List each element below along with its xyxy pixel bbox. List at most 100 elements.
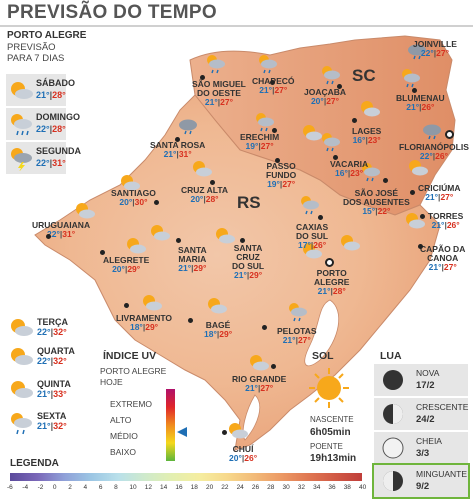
city-santiago: SANTIAGO 20°|30°: [111, 188, 156, 207]
marker-sao-miguel: [200, 75, 205, 80]
legend-tick: 38: [343, 484, 351, 491]
legend-tick: 10: [129, 484, 137, 491]
city-porto-alegre: PORTO ALEGRE 21°|28°: [314, 268, 350, 296]
city-torres: TORRES 21°|26°: [428, 211, 464, 230]
city-sao-jose-ausentes: SÃO JOSÉ DOS AUSENTES 15°|22°: [343, 188, 410, 216]
marker-santa-cruz: [240, 238, 245, 243]
city-alegrete: ALEGRETE 20°|29°: [103, 255, 150, 274]
city-caxias-do-sul: CAXIAS DO SUL 17°|26°: [296, 222, 329, 250]
sun-cloud-icon: [406, 157, 430, 184]
sun-cloud-icon: [8, 345, 34, 372]
lagoa-mirim: [242, 394, 261, 441]
marker-sao-jose: [383, 178, 388, 183]
uv-level-baixo: BAIXO: [110, 447, 136, 457]
marker-rio-grande: [271, 364, 276, 369]
location-city: PORTO ALEGRE: [7, 30, 87, 41]
header-divider: [0, 25, 473, 27]
marker-santiago: [154, 200, 159, 205]
sunset-label: POENTE: [310, 442, 343, 451]
legend-tick: 22: [221, 484, 229, 491]
marker-bage: [188, 318, 193, 323]
marker-chui: [222, 430, 227, 435]
city-erechim: ERECHIM 19°|27°: [240, 132, 280, 151]
day-row-quarta: QUARTA 22°|32°: [6, 345, 76, 367]
uv-title: ÍNDICE UV: [103, 350, 157, 362]
marker-caxias: [318, 215, 323, 220]
marker-blumenau: [412, 88, 417, 93]
header: PREVISÃO DO TEMPO: [0, 0, 473, 27]
day-label: SEXTA: [37, 411, 67, 421]
legend-tick: 36: [328, 484, 336, 491]
city-lages: LAGES 16°|23°: [352, 126, 382, 145]
sun-cloud-icon: [124, 235, 148, 262]
sun-cloud-icon: [73, 200, 97, 227]
marker-torres: [420, 214, 425, 219]
location-line1: PREVISÃO: [7, 42, 56, 53]
rain-icon: [285, 300, 309, 327]
uv-sub1: PORTO ALEGRE: [100, 366, 167, 376]
sun-cloud-icon: [148, 222, 172, 249]
day-label: SÁBADO: [36, 78, 76, 88]
moon-phase-date: 24/2: [416, 414, 435, 425]
legend-tick: 2: [68, 484, 72, 491]
legend-tick: 26: [251, 484, 260, 491]
rain-icon: [252, 110, 276, 137]
marker-criciuma: [410, 190, 415, 195]
city-vacaria: VACARIA 16°|23°: [330, 159, 369, 178]
sun-cloud-icon: [300, 240, 324, 267]
marker-erechim: [272, 128, 277, 133]
city-criciuma: CRICIÚMA 21°|27°: [418, 183, 461, 202]
city-santa-rosa: SANTA ROSA 21°|31°: [150, 140, 206, 159]
uv-level-extremo: EXTREMO: [110, 399, 153, 409]
city-cruz-alta: CRUZ ALTA 20°|28°: [181, 185, 229, 204]
sun-cloud-icon: [140, 292, 164, 319]
rain-sun-icon: [8, 410, 34, 441]
city-livramento: LIVRAMENTO 18°|29°: [116, 313, 173, 332]
marker-santa-maria: [176, 238, 181, 243]
sun-cloud-icon: [403, 210, 427, 237]
rain-icon: [358, 160, 382, 187]
marker-passo-fundo: [275, 158, 280, 163]
marker-livramento: [124, 303, 129, 308]
marker-cruz-alta: [210, 180, 215, 185]
marker-porto-alegre: [325, 258, 334, 267]
legend-tick: 14: [160, 484, 168, 491]
page-title: PREVISÃO DO TEMPO: [7, 2, 217, 23]
sun-cloud-icon: [226, 420, 250, 447]
sun-cloud-icon: [213, 225, 237, 252]
location-line2: PARA 7 DIAS: [7, 53, 65, 64]
rain-icon: [318, 130, 342, 157]
uv-scale: [166, 389, 187, 461]
storm-sun-icon: [8, 145, 34, 176]
marker-joacaba: [337, 84, 342, 89]
sun-cloud-icon: [190, 158, 214, 185]
city-santa-maria: SANTA MARIA 21°|29°: [178, 245, 207, 273]
day-label: SEGUNDA: [36, 146, 82, 156]
rain-icon: [398, 66, 422, 93]
uv-sub2: HOJE: [100, 377, 123, 387]
legend-tick: 28: [267, 484, 275, 491]
legend-tick: 0: [52, 484, 57, 491]
marker-pelotas: [262, 325, 267, 330]
sun-cloud-icon: [247, 352, 271, 379]
new-moon-icon: [382, 369, 404, 396]
legend-tick: 24: [236, 484, 244, 491]
cloud-icon: [405, 38, 429, 65]
city-blumenau: BLUMENAU 21°|26°: [396, 93, 445, 112]
day-row-terca: TERÇA 22°|32°: [6, 316, 76, 338]
sun-cloud-icon: [300, 122, 324, 149]
sun-icon: [307, 366, 351, 415]
city-florianopolis: FLORIANÓPOLIS 22°|26°: [399, 142, 469, 161]
day-card-domingo: DOMINGO 22°|28°: [6, 108, 80, 140]
moon-phase-name: MINGUANTE: [416, 469, 467, 479]
moon-phase-crescente: CRESCENTE 24/2: [374, 398, 468, 430]
city-passo-fundo: PASSO FUNDO 19°|27°: [266, 161, 297, 189]
day-row-quinta: QUINTA 21°|33°: [6, 378, 76, 400]
legend-tick: 30: [282, 484, 290, 491]
sun-cloud-icon: [358, 98, 382, 125]
rain-icon: [255, 52, 279, 79]
sun-cloud-icon: [8, 79, 34, 106]
sun-cloud-icon: [205, 295, 229, 322]
legend-tick: 16: [175, 484, 183, 491]
sun-cloud-icon: [338, 232, 362, 259]
